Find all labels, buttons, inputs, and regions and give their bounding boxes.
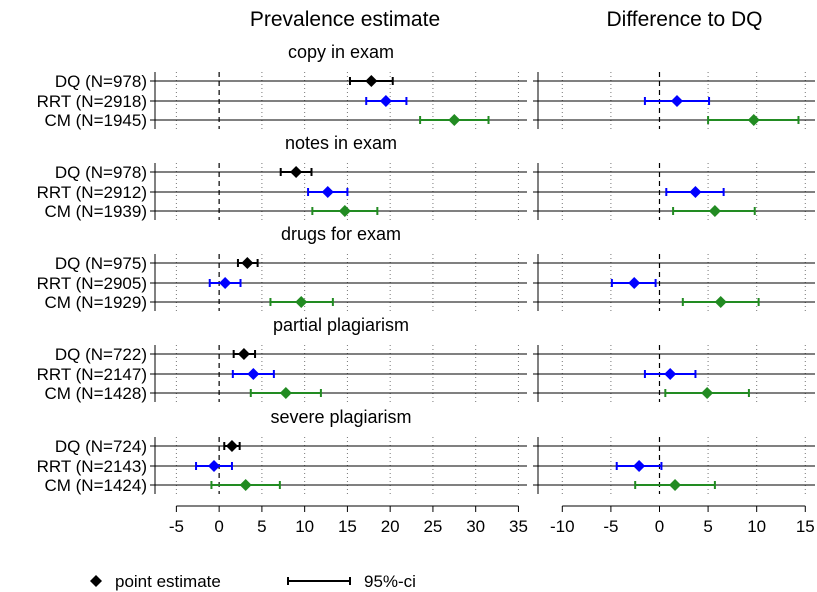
x-tick-label: 10 xyxy=(295,517,314,536)
point-estimate-marker xyxy=(379,95,392,107)
panel-title: Prevalence estimate xyxy=(250,8,440,31)
point-estimate-marker xyxy=(279,387,292,399)
point-estimate-marker xyxy=(321,186,334,198)
row-label: CM (N=1939) xyxy=(44,202,147,221)
point-estimate-marker xyxy=(208,460,221,472)
row-label: RRT (N=2147) xyxy=(37,365,147,384)
point-estimate-marker xyxy=(628,277,641,289)
row-label: RRT (N=2912) xyxy=(37,183,147,202)
row-label: DQ (N=978) xyxy=(55,163,147,182)
point-estimate-marker xyxy=(689,186,702,198)
point-estimate-marker xyxy=(295,296,308,308)
point-estimate-marker xyxy=(237,348,250,360)
x-tick-label: 5 xyxy=(703,517,712,536)
panel-title: Difference to DQ xyxy=(606,8,762,31)
x-tick-label: 35 xyxy=(509,517,528,536)
x-tick-label: 20 xyxy=(381,517,400,536)
point-estimate-marker xyxy=(239,479,252,491)
point-estimate-marker xyxy=(448,114,461,126)
group-title: drugs for exam xyxy=(281,224,401,244)
x-tick-label: -5 xyxy=(169,517,184,536)
point-estimate-marker xyxy=(714,296,727,308)
point-estimate-marker xyxy=(669,479,682,491)
point-estimate-marker xyxy=(633,460,646,472)
row-label: RRT (N=2143) xyxy=(37,457,147,476)
x-tick-label: 25 xyxy=(423,517,442,536)
legend-diamond-symbol xyxy=(90,575,102,587)
point-estimate-marker xyxy=(701,387,714,399)
x-tick-label: 15 xyxy=(338,517,357,536)
group-title: severe plagiarism xyxy=(270,407,411,427)
point-estimate-marker xyxy=(664,368,677,380)
legend-label: 95%-ci xyxy=(364,572,416,591)
group-title: notes in exam xyxy=(285,133,397,153)
row-label: RRT (N=2918) xyxy=(37,92,147,111)
point-estimate-marker xyxy=(670,95,683,107)
row-label: DQ (N=978) xyxy=(55,72,147,91)
point-estimate-marker xyxy=(747,114,760,126)
x-tick-label: 0 xyxy=(214,517,223,536)
x-tick-label: 0 xyxy=(655,517,664,536)
x-tick-label: 30 xyxy=(466,517,485,536)
point-estimate-marker xyxy=(708,205,721,217)
row-label: CM (N=1929) xyxy=(44,293,147,312)
x-tick-label: 10 xyxy=(747,517,766,536)
point-estimate-marker xyxy=(338,205,351,217)
x-tick-label: 15 xyxy=(796,517,815,536)
row-label: RRT (N=2905) xyxy=(37,274,147,293)
point-estimate-marker xyxy=(290,166,303,178)
point-estimate-marker xyxy=(241,257,254,269)
legend-label: point estimate xyxy=(115,572,221,591)
group-title: partial plagiarism xyxy=(273,315,409,335)
point-estimate-marker xyxy=(225,440,238,452)
row-label: DQ (N=975) xyxy=(55,254,147,273)
x-tick-label: 5 xyxy=(257,517,266,536)
row-label: CM (N=1424) xyxy=(44,476,147,495)
point-estimate-marker xyxy=(247,368,260,380)
row-label: DQ (N=722) xyxy=(55,345,147,364)
point-estimate-marker xyxy=(365,75,378,87)
x-tick-label: -10 xyxy=(550,517,575,536)
group-title: copy in exam xyxy=(288,42,394,62)
row-label: CM (N=1945) xyxy=(44,111,147,130)
row-label: DQ (N=724) xyxy=(55,437,147,456)
point-estimate-marker xyxy=(219,277,232,289)
row-label: CM (N=1428) xyxy=(44,384,147,403)
x-tick-label: -5 xyxy=(603,517,618,536)
